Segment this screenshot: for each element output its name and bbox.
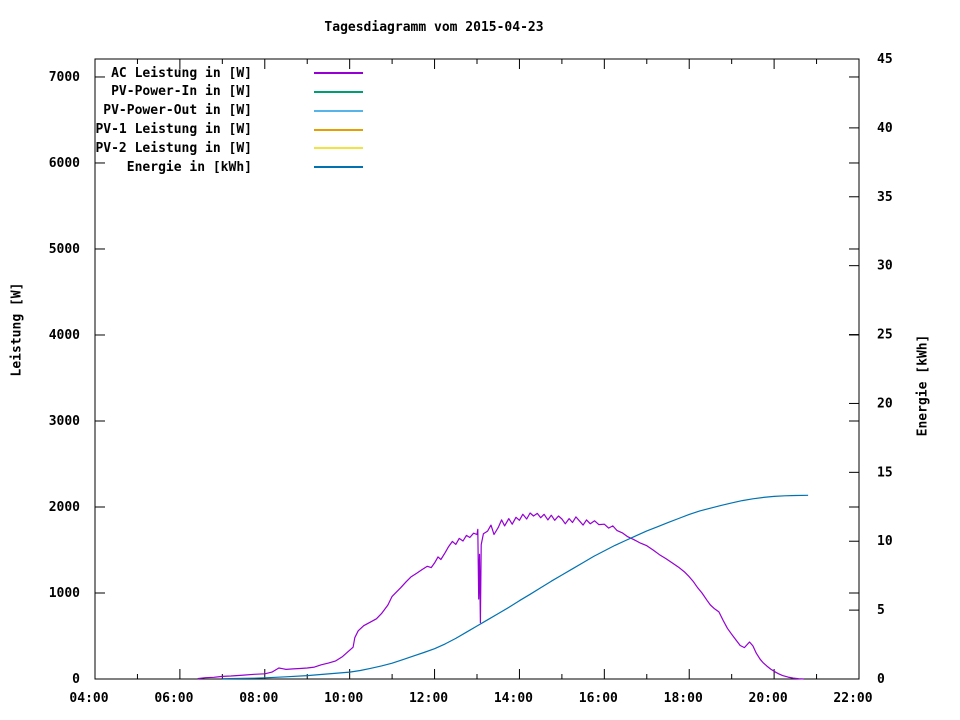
legend-color-line (314, 147, 363, 150)
x-tick-label: 04:00 (69, 691, 108, 706)
y-right-tick-label: 25 (877, 328, 893, 343)
y-right-tick-label: 20 (877, 396, 893, 411)
series-line-energie-in-kwh- (222, 494, 809, 680)
y-right-tick-label: 0 (877, 672, 885, 687)
legend-color-line (314, 72, 363, 74)
y-left-tick-label: 5000 (49, 242, 80, 257)
y-right-tick-label: 45 (877, 52, 893, 67)
y-right-tick-label: 15 (877, 465, 893, 480)
y-left-tick-label: 6000 (49, 156, 80, 171)
x-tick-label: 10:00 (324, 691, 363, 706)
x-tick-label: 12:00 (409, 691, 448, 706)
y-right-tick-label: 30 (877, 259, 893, 274)
legend-label: PV-Power-In in [W] (111, 84, 252, 100)
y-axis-label-left: Leistung [W] (9, 282, 25, 377)
legend-label: PV-Power-Out in [W] (103, 103, 252, 119)
y-left-tick-label: 0 (72, 672, 80, 687)
x-tick-label: 20:00 (749, 691, 788, 706)
legend-item: PV-2 Leistung in [W] (0, 140, 363, 156)
legend-item: AC Leistung in [W] (0, 65, 363, 81)
y-left-tick-label: 7000 (49, 70, 80, 85)
y-left-tick-label: 2000 (49, 500, 80, 515)
x-tick-label: 06:00 (154, 691, 193, 706)
legend-color-line (314, 109, 363, 112)
y-left-tick-label: 1000 (49, 586, 80, 601)
x-tick-label: 08:00 (239, 691, 278, 706)
legend-item: PV-Power-In in [W] (0, 84, 363, 100)
y-left-tick-label: 4000 (49, 328, 80, 343)
chart-title: Tagesdiagramm vom 2015-04-23 (324, 20, 544, 35)
legend-color-line (314, 90, 363, 93)
legend-label: AC Leistung in [W] (111, 65, 252, 81)
y-right-tick-label: 40 (877, 121, 893, 136)
y-right-tick-label: 10 (877, 534, 893, 549)
series-line-ac-leistung-in-w- (197, 512, 804, 680)
y-right-tick-label: 35 (877, 190, 893, 205)
legend-color-line (314, 128, 363, 131)
y-left-tick-label: 3000 (49, 414, 80, 429)
legend-color-line (314, 166, 363, 169)
x-tick-label: 18:00 (664, 691, 703, 706)
legend-label: PV-1 Leistung in [W] (95, 122, 252, 138)
legend-item: Energie in [kWh] (0, 159, 363, 175)
x-tick-label: 16:00 (579, 691, 618, 706)
x-tick-label: 14:00 (494, 691, 533, 706)
legend-label: Energie in [kWh] (126, 159, 252, 175)
legend-item: PV-1 Leistung in [W] (0, 122, 363, 138)
legend-item: PV-Power-Out in [W] (0, 103, 363, 119)
y-axis-label-right: Energie [kWh] (915, 334, 931, 437)
legend-label: PV-2 Leistung in [W] (95, 140, 252, 156)
y-right-tick-label: 5 (877, 603, 885, 618)
x-tick-label: 22:00 (833, 691, 872, 706)
